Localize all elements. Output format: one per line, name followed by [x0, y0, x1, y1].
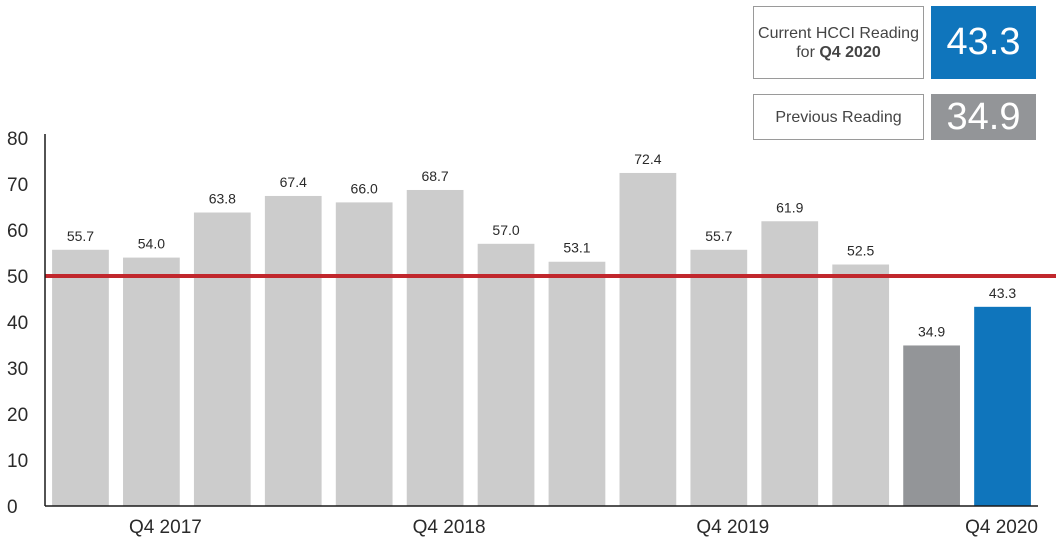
previous-reading-value: 34.9: [946, 95, 1021, 138]
y-tick-0: 0: [7, 497, 18, 518]
y-tick-80: 80: [7, 129, 28, 150]
previous-reading-value-box: 34.9: [931, 94, 1036, 140]
y-tick-50: 50: [7, 267, 28, 288]
data-label-1: 55.7: [67, 228, 94, 244]
bar-12: [832, 264, 890, 506]
x-tick-q4-2019: Q4 2019: [696, 517, 769, 538]
bar-11: [761, 221, 819, 506]
bar-4: [264, 195, 322, 506]
current-reading-value-box: 43.3: [931, 6, 1036, 79]
current-reading-label-line1: Current HCCI Reading: [758, 24, 919, 42]
bar-10: [690, 249, 748, 506]
data-label-3: 63.8: [209, 191, 236, 207]
bar-6: [406, 189, 464, 507]
x-tick-q4-2018: Q4 2018: [413, 517, 486, 538]
data-label-9: 72.4: [634, 151, 661, 167]
data-label-6: 68.7: [421, 168, 448, 184]
data-label-14: 43.3: [989, 285, 1016, 301]
current-reading-label: Current HCCI Reading for Q4 2020: [758, 24, 919, 62]
bar-7: [477, 243, 535, 507]
y-tick-20: 20: [7, 405, 28, 426]
bar-9: [619, 172, 677, 506]
bar-14: [974, 306, 1031, 506]
data-label-4: 67.4: [280, 174, 307, 190]
bar-13: [903, 345, 960, 506]
current-reading-label-box: Current HCCI Reading for Q4 2020: [753, 6, 924, 79]
data-label-11: 61.9: [776, 199, 803, 215]
data-labels-layer: 55.7 54.0 63.8 67.4 66.0 68.7 57.0 53.1 72.4 55.7…: [67, 151, 1017, 339]
current-reading-label-prefix: for: [796, 43, 815, 61]
bar-1: [52, 249, 109, 506]
bar-3: [193, 212, 251, 506]
y-tick-40: 40: [7, 313, 28, 334]
y-tick-30: 30: [7, 359, 28, 380]
bars-layer: [52, 172, 1031, 507]
bar-5: [335, 202, 393, 506]
previous-reading-label: Previous Reading: [775, 108, 902, 126]
x-tick-q4-2017: Q4 2017: [129, 517, 202, 538]
data-label-8: 53.1: [563, 240, 590, 256]
data-label-10: 55.7: [705, 228, 732, 244]
data-label-2: 54.0: [138, 236, 165, 252]
y-tick-70: 70: [7, 175, 28, 196]
previous-reading-label-box: Previous Reading: [753, 94, 924, 140]
data-label-7: 57.0: [492, 222, 519, 238]
current-reading-period: Q4 2020: [819, 43, 881, 61]
current-reading-value: 43.3: [946, 21, 1021, 63]
x-tick-q4-2020: Q4 2020: [965, 517, 1038, 538]
bar-8: [548, 261, 606, 506]
data-label-5: 66.0: [351, 180, 378, 196]
data-label-13: 34.9: [918, 323, 945, 339]
bar-2: [123, 257, 180, 506]
y-tick-60: 60: [7, 221, 28, 242]
axes-layer: 0 10 20 30 40 50 60 70 80 Q4 2017 Q4 2018 Q4 2019 Q4…: [7, 129, 1038, 538]
data-label-12: 52.5: [847, 243, 874, 259]
y-tick-10: 10: [7, 451, 28, 472]
